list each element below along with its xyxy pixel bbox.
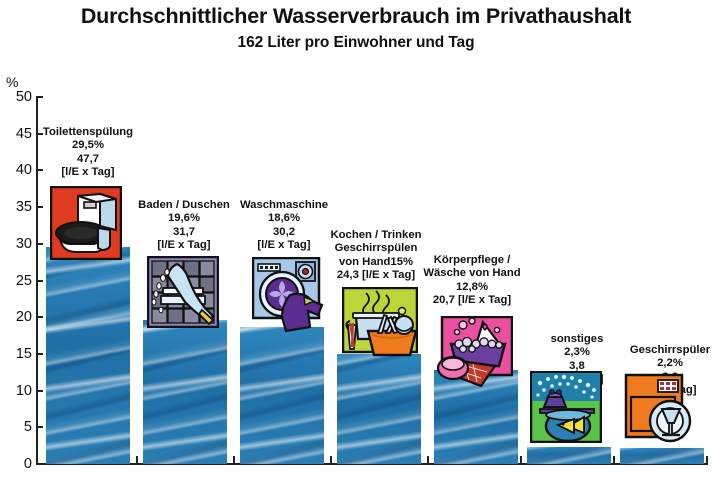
y-tick-mark-5: [36, 426, 43, 429]
bar-label-line: 18,6%: [267, 212, 301, 225]
bar-label-line: Wäsche von Hand: [423, 267, 521, 280]
x-tick-mark-4: [427, 456, 429, 464]
bar-toilettenspuelung[interactable]: [46, 247, 130, 464]
bar-label-line: Waschmaschine: [239, 199, 329, 211]
bar-label-line: [l/E x Tag]: [257, 238, 311, 251]
cooking-pot-icon: [342, 287, 418, 361]
shower-icon: [147, 256, 219, 328]
bar-label-line: [l/E x Tag]: [157, 238, 211, 251]
bar-label-line: 2,3%: [564, 346, 590, 359]
y-tick-label-10: 10: [15, 382, 32, 399]
washing-machine-icon: [252, 257, 326, 333]
bar-waschmaschine[interactable]: [240, 327, 324, 464]
bar-baden-duschen[interactable]: [143, 320, 227, 464]
y-tick-mark-30: [36, 242, 43, 245]
bar-label-line: Kochen / Trinken: [330, 229, 422, 241]
bar-label-line: Geschirrspüler: [629, 344, 711, 356]
bar-label-line: 47,7: [77, 152, 99, 165]
bar-label-line: [l/E x Tag]: [61, 165, 115, 178]
bar-sonstiges[interactable]: [527, 447, 611, 464]
y-tick-mark-15: [36, 352, 43, 355]
x-tick-mark-end: [706, 456, 708, 464]
x-axis-line: [36, 463, 708, 465]
x-tick-mark-1: [136, 456, 138, 464]
bar-label-line: 30,2: [273, 225, 295, 238]
bar-label-line: 12,8%: [455, 280, 489, 293]
bar-label-line: sonstiges: [550, 333, 604, 345]
x-tick-mark-5: [520, 456, 522, 464]
bar-label-line: 31,7: [173, 225, 195, 238]
bar-label-baden-duschen: Baden / Duschen 19,6% 31,7 [l/E x Tag]: [122, 199, 246, 252]
bar-kochen-trinken[interactable]: [337, 353, 421, 464]
bar-label-line: Körperpflege /: [433, 254, 511, 266]
y-tick-mark-50: [36, 96, 43, 98]
bar-geschirrspueler[interactable]: [620, 447, 704, 464]
x-tick-mark-3: [330, 456, 332, 464]
bar-label-line: von Hand15%: [338, 255, 414, 268]
bar-label-koerperpflege: Körperpflege / Wäsche von Hand 12,8% 20,7 […: [410, 254, 534, 307]
y-axis-unit-label: %: [6, 74, 19, 90]
y-tick-label-40: 40: [15, 162, 32, 179]
toilet-icon: [50, 186, 122, 260]
y-tick-label-50: 50: [15, 89, 32, 105]
y-tick-label-20: 20: [15, 309, 32, 326]
y-tick-label-5: 5: [23, 419, 32, 436]
y-tick-label-30: 30: [15, 235, 32, 252]
page-subtitle: 162 Liter pro Einwohner und Tag: [237, 34, 475, 51]
wash-basin-icon: [437, 316, 513, 390]
bar-label-line: 2,2%: [657, 357, 683, 370]
x-tick-mark-2: [233, 456, 235, 464]
bar-label-toilettenspuelung: Toilettenspülung 29,5% 47,7 [l/E x Tag]: [26, 126, 150, 179]
bar-label-line: Geschirrspülen: [334, 242, 418, 255]
x-tick-mark-6: [613, 456, 615, 464]
garden-sprinkler-icon: [530, 371, 602, 443]
bar-label-line: 20,7 [l/E x Tag]: [432, 293, 512, 306]
bar-label-line: 19,6%: [167, 212, 201, 225]
y-tick-mark-10: [36, 389, 43, 392]
bar-label-waschmaschine: Waschmaschine 18,6% 30,2 [l/E x Tag]: [222, 199, 346, 252]
dishwasher-icon: [624, 373, 696, 445]
bar-label-line: 24,3 [l/E x Tag]: [336, 268, 416, 281]
bar-label-line: Toilettenspülung: [42, 126, 134, 138]
y-tick-label-25: 25: [15, 272, 32, 289]
y-tick-mark-35: [36, 206, 43, 209]
bar-label-line: Baden / Duschen: [138, 199, 230, 211]
y-tick-mark-45: [36, 132, 43, 135]
bar-label-line: 29,5%: [71, 139, 105, 152]
y-tick-mark-25: [36, 279, 43, 282]
y-tick-label-0: 0: [23, 456, 32, 472]
y-tick-label-45: 45: [15, 125, 32, 142]
y-tick-label-15: 15: [15, 345, 32, 362]
bar-koerperpflege[interactable]: [434, 370, 518, 464]
y-tick-mark-20: [36, 316, 43, 319]
bar-label-line: 3,8: [569, 359, 585, 372]
page-title: Durchschnittlicher Wasserverbrauch im Pr…: [80, 4, 632, 28]
y-tick-label-35: 35: [15, 199, 32, 216]
y-tick-mark-40: [36, 169, 43, 172]
bar-label-kochen-trinken: Kochen / Trinken Geschirrspülen von Hand15…: [314, 229, 438, 282]
